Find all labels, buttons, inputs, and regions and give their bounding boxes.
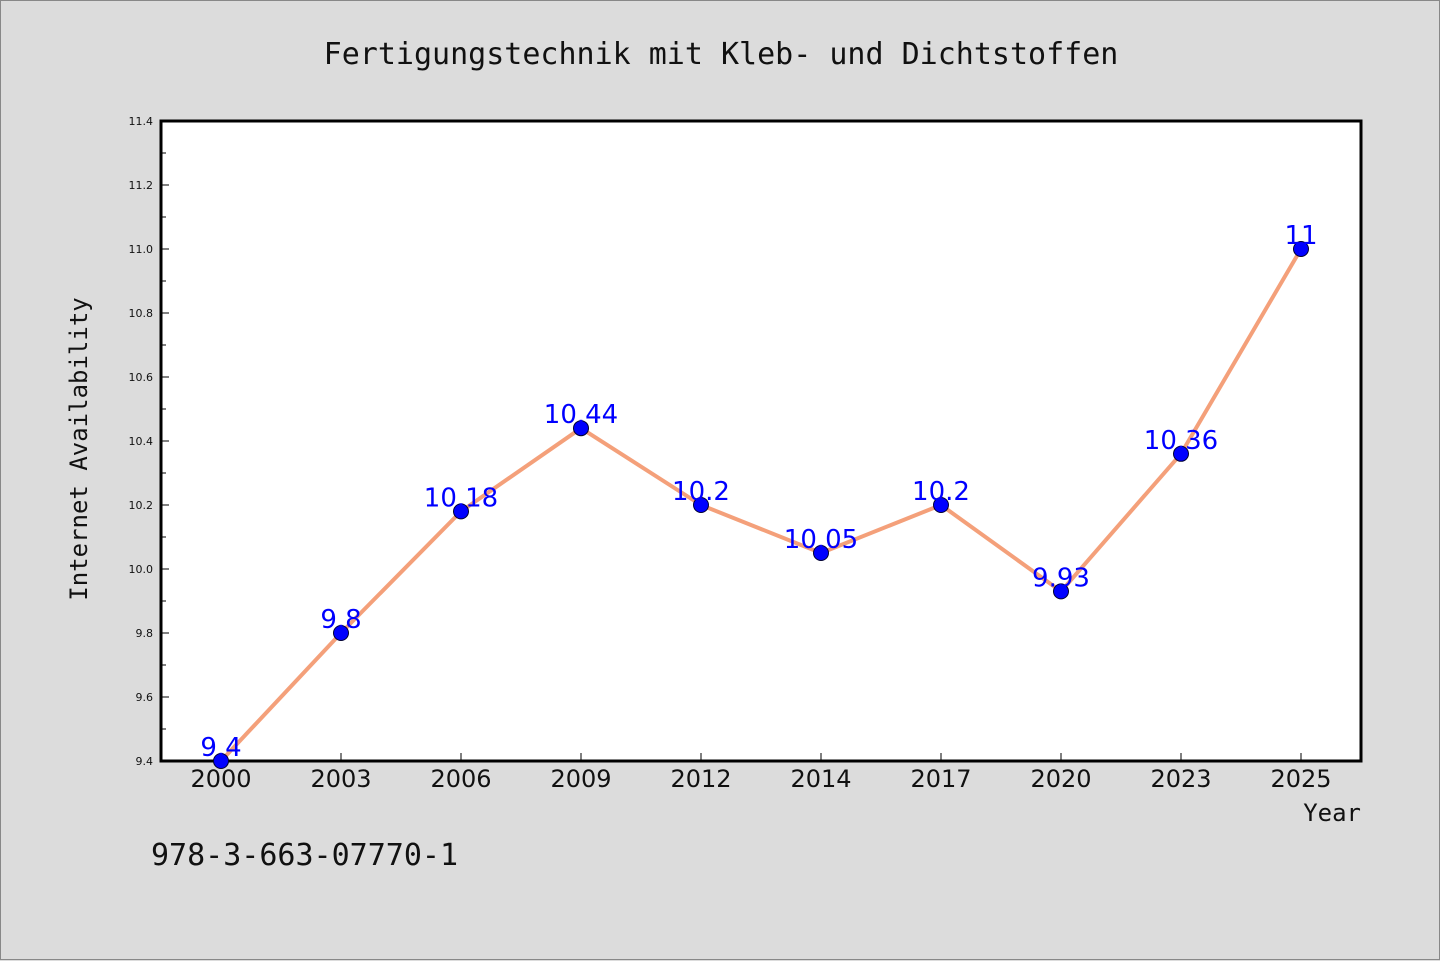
plot-area [159, 119, 1363, 763]
x-tick-label: 2000 [190, 765, 251, 793]
x-axis: 2000 2003 2006 2009 2012 2014 2017 2020 2023 2025 [190, 753, 1332, 793]
data-label: 10.05 [784, 525, 858, 555]
footer-isbn: 978-3-663-07770-1 [151, 838, 458, 873]
x-tick-label: 2017 [910, 765, 971, 793]
x-tick-label: 2006 [430, 765, 491, 793]
data-label: 10.36 [1144, 426, 1218, 456]
data-label: 9.8 [320, 605, 361, 635]
data-labels: 9.4 9.8 10.18 10.44 10.2 10.05 10.2 9.93 10.36 11 [200, 221, 1317, 763]
data-label: 10.2 [672, 477, 730, 507]
x-axis-label: Year [1303, 799, 1361, 827]
x-tick-label: 2009 [550, 765, 611, 793]
x-tick-label: 2023 [1150, 765, 1211, 793]
data-point [1173, 445, 1189, 462]
y-axis: 9.4 9.6 9.8 10.0 10.2 10.4 10.6 10.8 11.0 11.2 11.… [129, 115, 169, 768]
data-label: 10.44 [544, 400, 618, 430]
y-tick-label: 9.8 [136, 627, 154, 640]
data-point [813, 545, 829, 561]
y-tick-label: 9.6 [136, 691, 154, 704]
data-label: 9.93 [1032, 563, 1090, 593]
x-tick-label: 2014 [790, 765, 851, 793]
data-point [333, 625, 349, 641]
y-tick-label: 9.4 [136, 755, 154, 768]
y-tick-label: 11.0 [129, 243, 154, 256]
chart-title: Fertigungstechnik mit Kleb- und Dichtsto… [324, 37, 1119, 72]
y-tick-label: 10.4 [129, 435, 154, 448]
x-tick-label: 2025 [1270, 765, 1331, 793]
data-point [573, 420, 589, 437]
x-tick-label: 2020 [1030, 765, 1091, 793]
series-markers [213, 241, 1309, 769]
data-point [213, 753, 229, 769]
y-tick-label: 11.4 [129, 115, 154, 128]
data-label: 10.2 [912, 477, 970, 507]
data-label: 10.18 [424, 483, 498, 513]
y-tick-label: 11.2 [129, 179, 154, 192]
data-point [933, 497, 949, 513]
x-tick-label: 2003 [310, 765, 371, 793]
data-label: 11 [1284, 221, 1317, 251]
data-point [1293, 241, 1309, 257]
y-tick-label: 10.2 [129, 499, 154, 512]
data-point [693, 497, 709, 513]
data-point [1053, 583, 1069, 600]
y-axis-label: Internet Availability [65, 297, 93, 600]
x-tick-label: 2012 [670, 765, 731, 793]
y-tick-label: 10.0 [129, 563, 154, 576]
data-label: 9.4 [200, 733, 241, 763]
y-tick-label: 10.8 [129, 307, 154, 320]
data-point [453, 503, 469, 520]
y-tick-label: 10.6 [129, 371, 154, 384]
series-line [219, 247, 1303, 763]
